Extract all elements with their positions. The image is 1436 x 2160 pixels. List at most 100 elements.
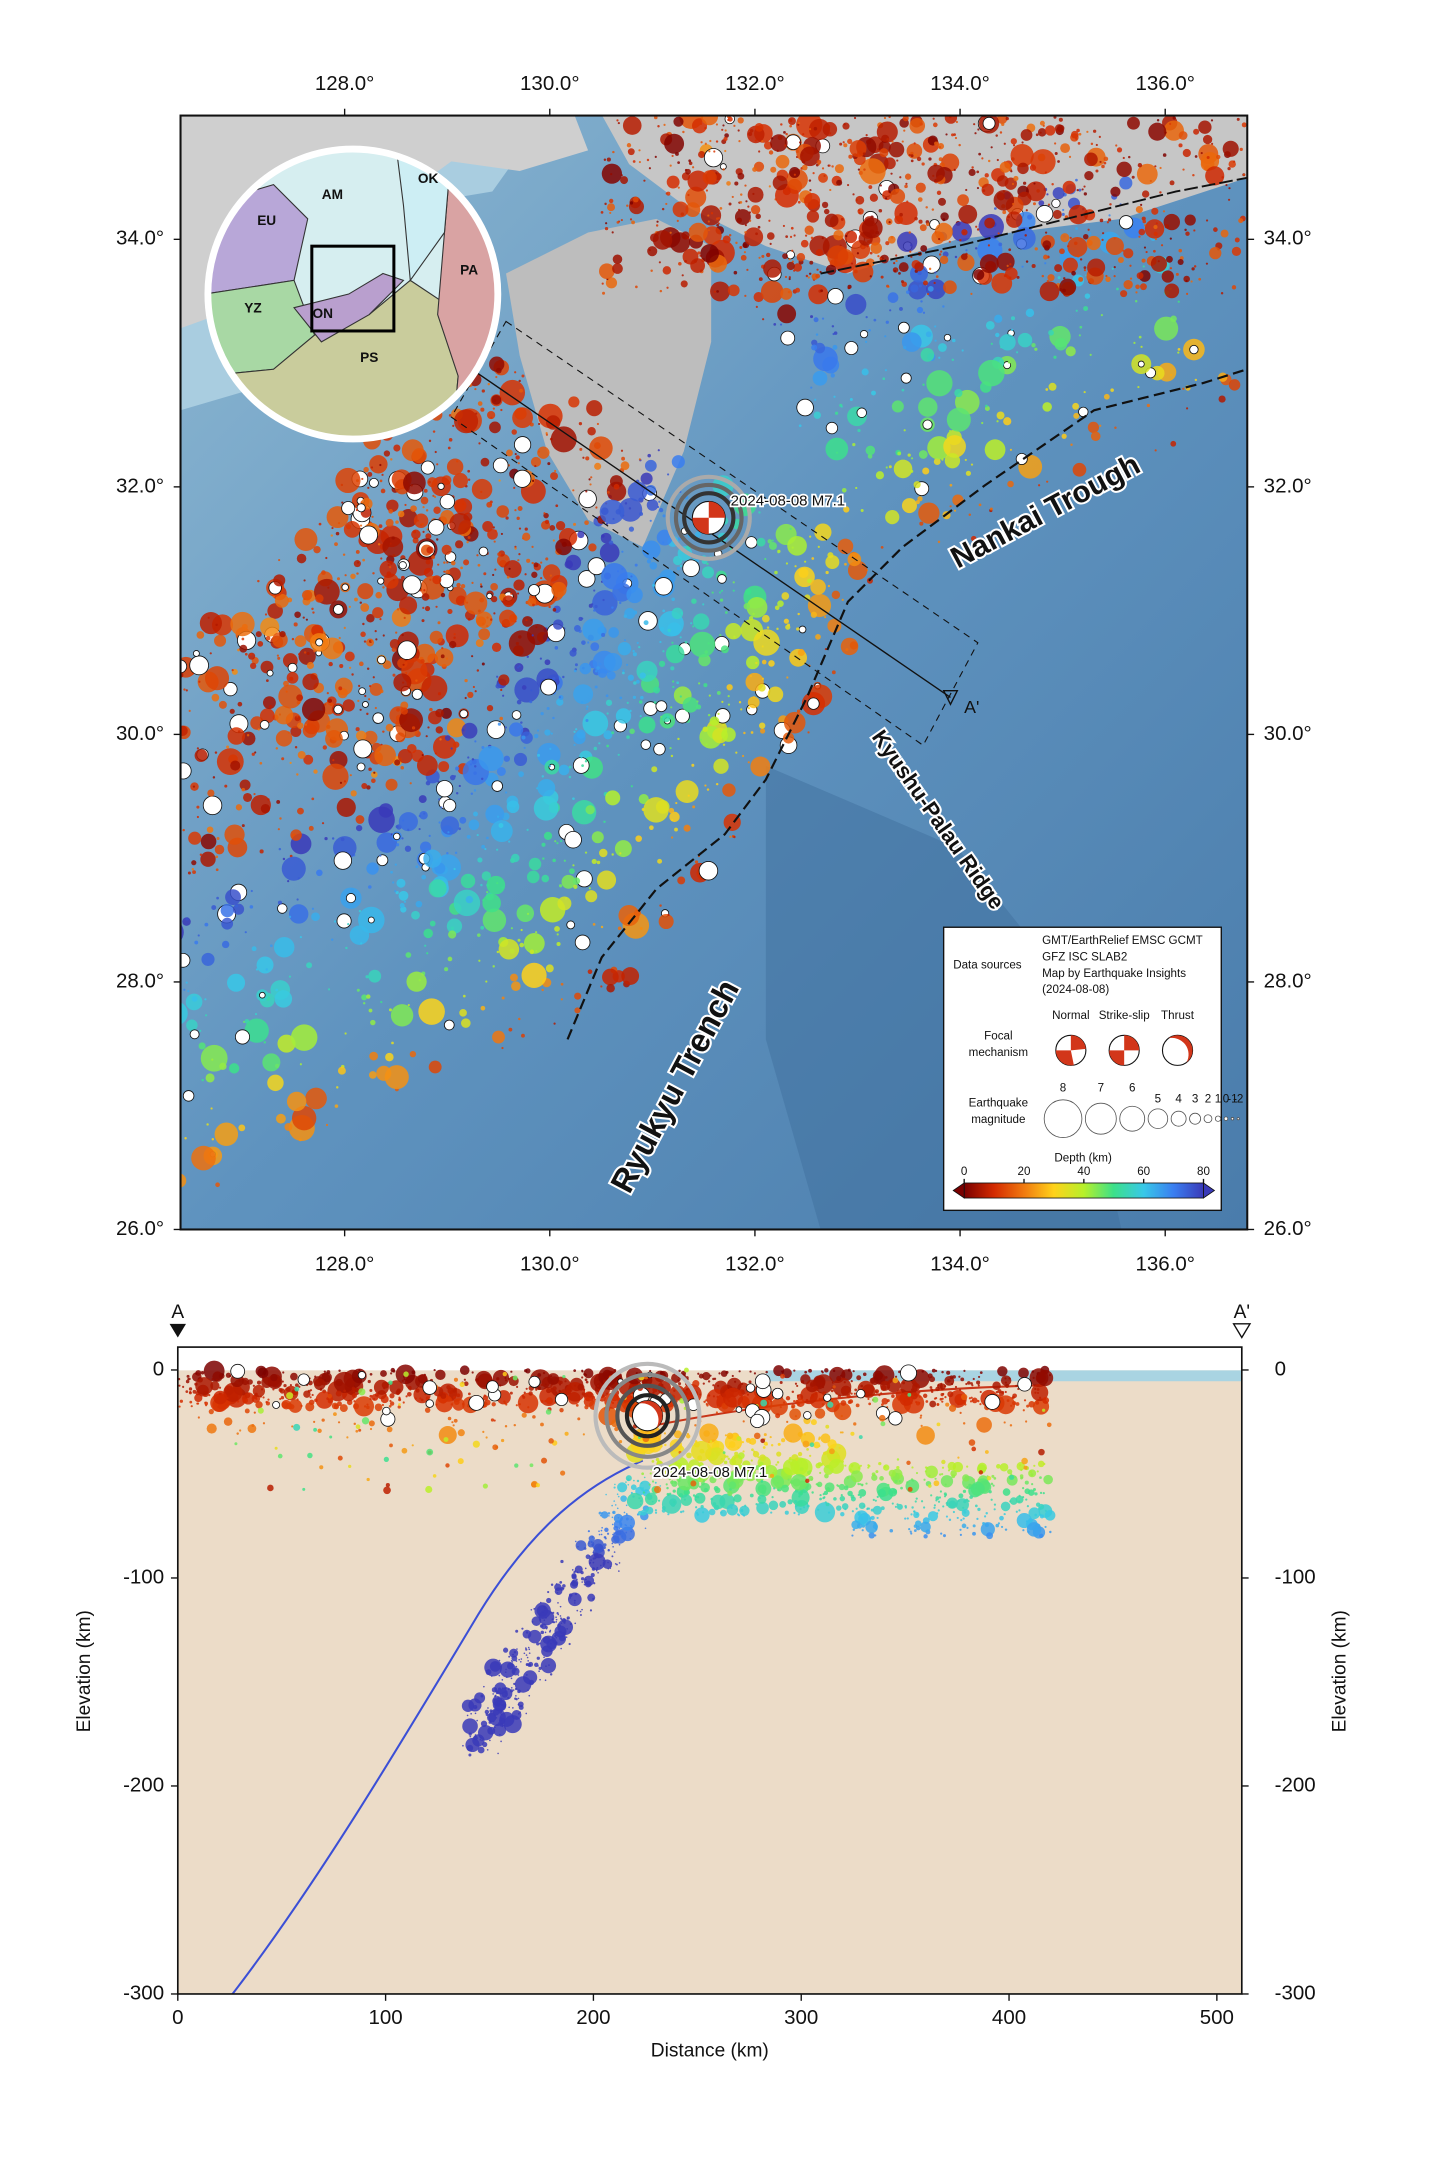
quake-dot (396, 608, 400, 611)
quake-dot (1119, 176, 1133, 190)
quake-dot (690, 258, 706, 273)
quake-dot (59, 713, 64, 718)
quake-dot (241, 637, 245, 641)
quake-dot (798, 121, 801, 125)
quake-dot (547, 1590, 550, 1594)
quake-dot (575, 1403, 579, 1407)
quake-dot (641, 540, 661, 560)
quake-dot (585, 490, 588, 493)
quake-dot (572, 797, 575, 801)
beachball-quadrant (1109, 1035, 1140, 1066)
quake-dot (845, 648, 849, 652)
quake-dot (403, 471, 426, 495)
quake-dot (1061, 433, 1067, 439)
quake-dot (1034, 1387, 1037, 1391)
quake-dot (617, 926, 622, 931)
quake-dot (486, 836, 489, 840)
quake-dot (582, 456, 585, 459)
quake-dot (666, 716, 670, 719)
quake-dot (819, 1493, 822, 1497)
mechanism (377, 577, 385, 585)
quake-dot (548, 1664, 550, 1666)
quake-dot (447, 608, 453, 615)
mechanism (345, 893, 356, 904)
quake-dot (322, 701, 336, 715)
quake-dot (603, 1543, 607, 1547)
quake-dot (989, 507, 993, 511)
quake-dot (542, 857, 545, 860)
quake-dot (917, 197, 923, 202)
quake-dot (255, 1397, 258, 1401)
quake-dot (331, 837, 335, 840)
quake-dot (551, 676, 556, 681)
quake-dot (545, 1397, 554, 1405)
quake-dot (583, 1547, 587, 1550)
quake-dot (71, 771, 79, 779)
quake-dot (769, 242, 772, 245)
quake-dot (654, 155, 657, 158)
quake-dot (702, 603, 705, 606)
quake-dot (533, 562, 539, 568)
quake-dot (834, 411, 839, 415)
quake-dot (428, 439, 432, 443)
quake-dot (944, 1384, 947, 1388)
quake-dot (782, 253, 788, 260)
mechanism (717, 574, 727, 584)
quake-dot (485, 1669, 492, 1676)
quake-dot (556, 942, 561, 947)
quake-dot (712, 1384, 715, 1387)
quake-dot (1054, 151, 1058, 155)
quake-dot (488, 1708, 506, 1727)
quake-dot (718, 591, 722, 594)
quake-dot (529, 949, 535, 955)
quake-dot (515, 1695, 517, 1697)
quake-dot (337, 1421, 341, 1424)
quake-dot (573, 1599, 576, 1602)
quake-dot (552, 858, 556, 863)
quake-dot (179, 1399, 183, 1403)
quake-dot (805, 76, 807, 78)
quake-dot (421, 874, 427, 880)
quake-dot (937, 143, 945, 150)
quake-dot (607, 1512, 611, 1515)
quake-dot (740, 193, 743, 196)
quake-dot (404, 845, 412, 852)
quake-dot (512, 1707, 514, 1709)
quake-dot (716, 290, 719, 293)
quake-dot (294, 746, 298, 749)
quake-dot (426, 952, 429, 955)
quake-dot (788, 117, 796, 125)
quake-dot (1105, 276, 1111, 283)
quake-dot (747, 707, 751, 710)
legend-text: GFZ ISC SLAB2 (1042, 950, 1127, 963)
quake-dot (29, 863, 31, 865)
quake-dot (275, 1113, 286, 1124)
quake-dot (660, 1371, 664, 1375)
quake-dot (288, 915, 292, 919)
quake-dot (210, 1107, 213, 1110)
mechanism (333, 851, 353, 870)
quake-dot (738, 701, 742, 704)
quake-dot (6, 789, 8, 791)
quake-dot (782, 187, 791, 196)
quake-dot (496, 848, 499, 851)
quake-dot (453, 741, 460, 748)
quake-dot (221, 917, 234, 930)
quake-dot (178, 1405, 181, 1408)
quake-dot (1071, 270, 1076, 276)
quake-dot (1068, 204, 1088, 225)
quake-dot (835, 1392, 838, 1395)
quake-dot (620, 461, 630, 471)
quake-dot (971, 1384, 974, 1387)
quake-dot (374, 1403, 383, 1412)
quake-dot (854, 1388, 858, 1392)
quake-dot (822, 121, 838, 137)
quake-dot (92, 974, 94, 976)
quake-dot (517, 1674, 520, 1676)
quake-dot (658, 507, 664, 513)
quake-dot (544, 1607, 546, 1610)
quake-dot (965, 249, 968, 252)
quake-dot (891, 400, 904, 413)
quake-dot (204, 998, 207, 1001)
quake-dot (996, 175, 1009, 187)
